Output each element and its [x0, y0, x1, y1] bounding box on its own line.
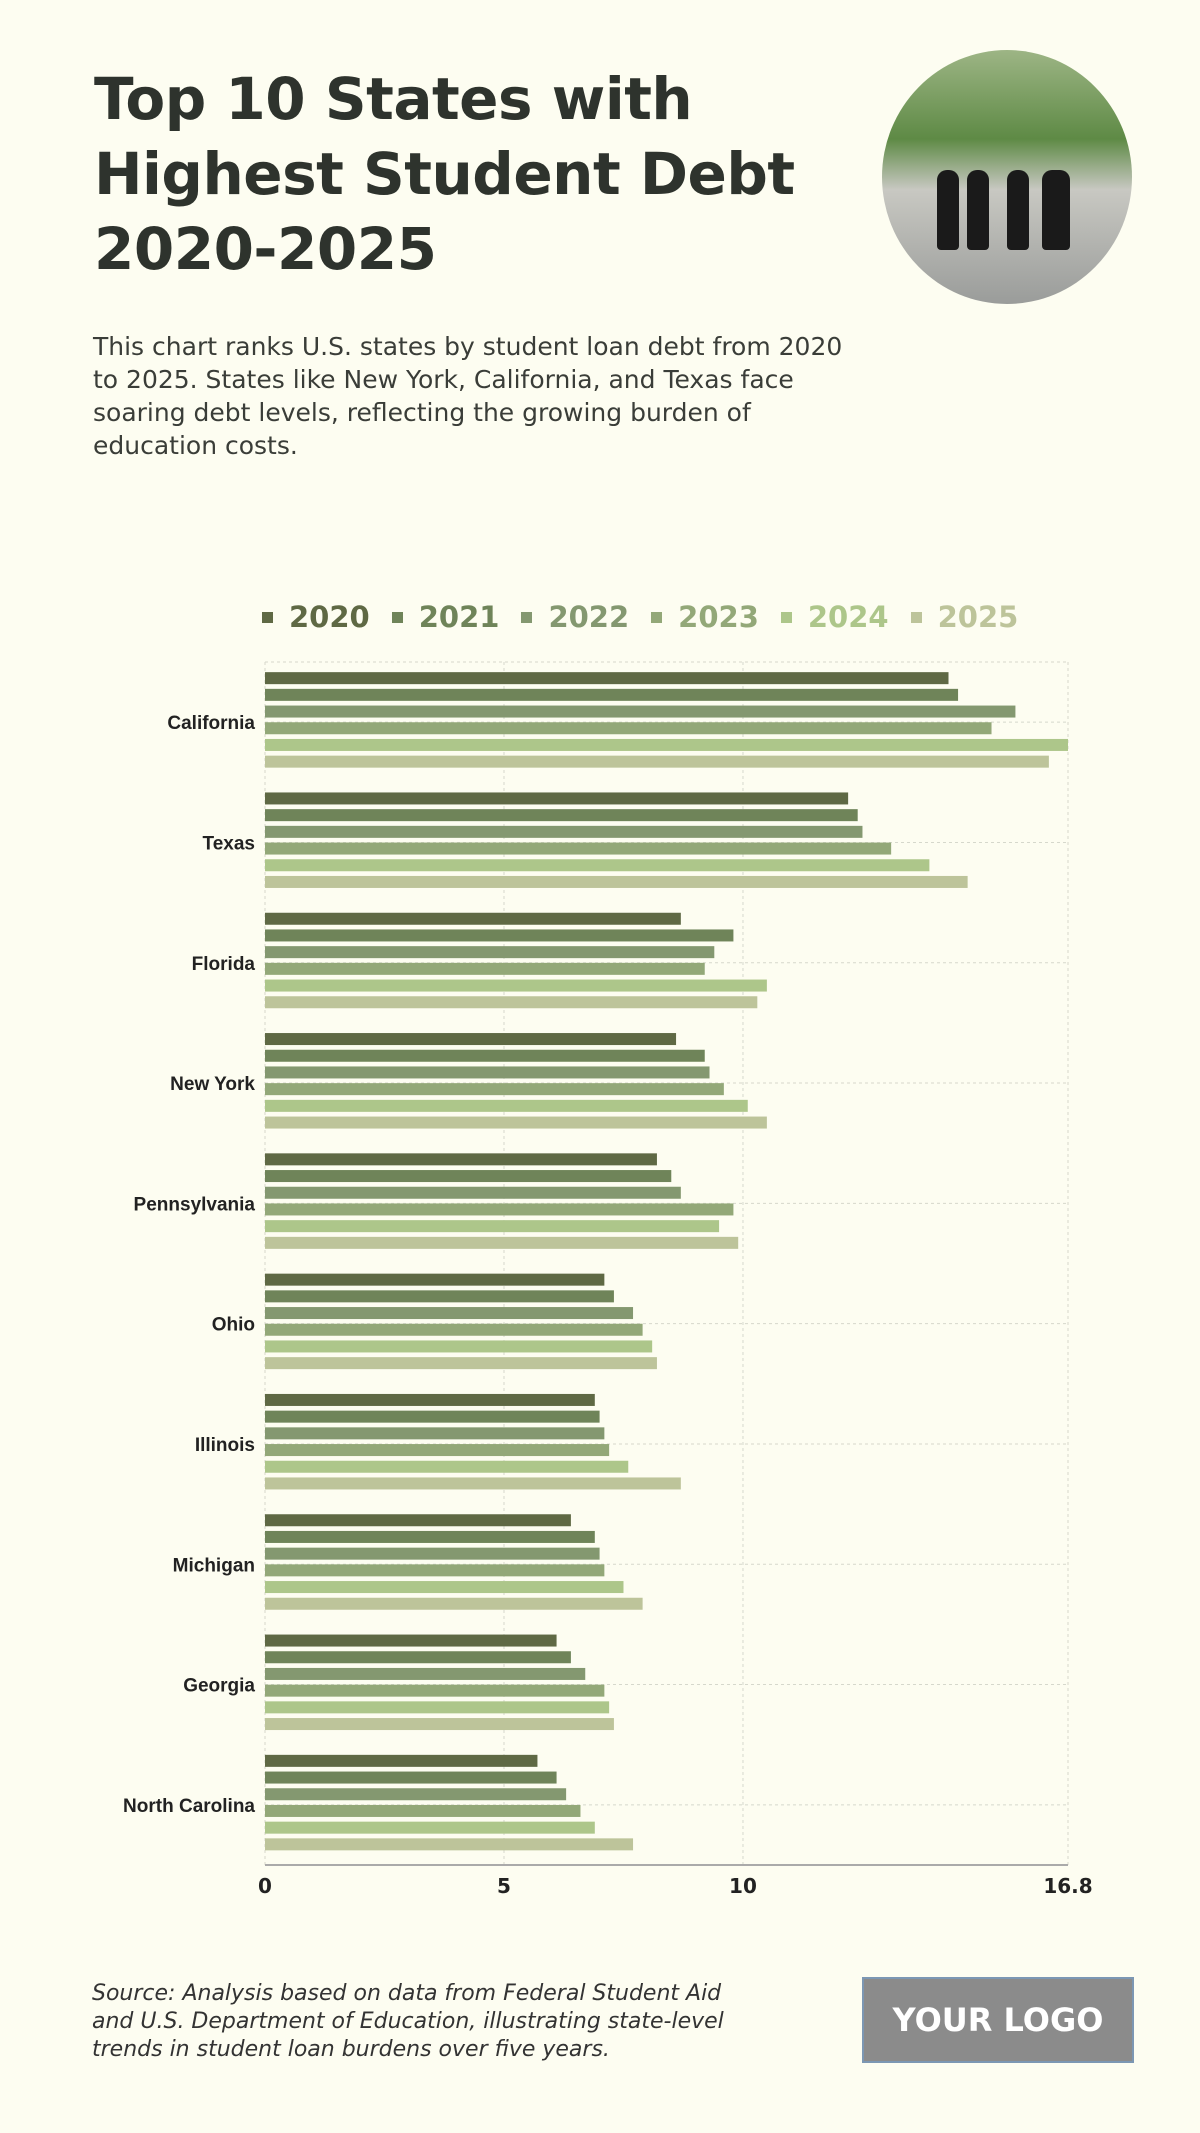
bar-2025-georgia [265, 1718, 614, 1731]
legend-swatch [780, 611, 792, 623]
category-label: Texas [203, 833, 255, 854]
bar-2023-california [265, 722, 992, 735]
legend-item: 2021 [391, 600, 500, 634]
legend-label: 2022 [548, 600, 630, 634]
bar-2020-florida [265, 912, 681, 925]
category-label: New York [170, 1074, 255, 1095]
bar-2024-ohio [265, 1340, 653, 1353]
chart-description: This chart ranks U.S. states by student … [93, 332, 843, 460]
bar-2025-ohio [265, 1357, 657, 1370]
bar-2024-pennsylvania [265, 1220, 720, 1233]
bar-2021-texas [265, 809, 858, 822]
legend-swatch [391, 611, 403, 623]
bar-2020-pennsylvania [265, 1153, 657, 1166]
bar-2025-new-york [265, 1116, 767, 1129]
category-label: California [167, 713, 255, 734]
bar-2024-georgia [265, 1701, 610, 1714]
bar-2023-michigan [265, 1564, 605, 1577]
legend-label: 2020 [289, 600, 370, 634]
bar-2023-north-carolina [265, 1804, 581, 1817]
bar-2021-california [265, 688, 959, 701]
bar-2022-texas [265, 825, 863, 838]
bar-2023-georgia [265, 1684, 605, 1697]
bar-2021-north-carolina [265, 1771, 557, 1784]
bar-2024-illinois [265, 1460, 629, 1473]
bar-2020-texas [265, 792, 849, 805]
legend-label: 2025 [937, 600, 1019, 634]
bar-2024-california [265, 738, 1068, 751]
bar-2021-florida [265, 929, 734, 942]
chart-legend: 2020 2021 2022 2023 2024 2025 [262, 600, 1018, 634]
bar-2023-pennsylvania [265, 1203, 734, 1216]
bar-2025-pennsylvania [265, 1236, 739, 1249]
bar-2025-texas [265, 875, 968, 888]
bar-2022-pennsylvania [265, 1186, 681, 1199]
bar-2020-california [265, 672, 949, 685]
legend-label: 2024 [807, 600, 889, 634]
bar-2021-ohio [265, 1290, 614, 1303]
graduates-photo [882, 50, 1132, 304]
bar-2024-michigan [265, 1581, 624, 1594]
bar-2022-north-carolina [265, 1788, 567, 1801]
bar-2022-new-york [265, 1066, 710, 1079]
bar-2020-ohio [265, 1273, 605, 1286]
bar-2023-ohio [265, 1323, 643, 1336]
bar-2022-florida [265, 946, 715, 959]
bar-2021-pennsylvania [265, 1170, 672, 1183]
legend-swatch [651, 611, 663, 623]
bar-2022-ohio [265, 1307, 634, 1320]
bar-2024-new-york [265, 1099, 748, 1112]
category-label: Georgia [183, 1676, 255, 1697]
category-label: Illinois [195, 1435, 255, 1456]
bar-2025-illinois [265, 1477, 681, 1490]
legend-label: 2021 [418, 600, 500, 634]
source-note: Source: Analysis based on data from Fede… [92, 1981, 724, 2062]
bar-2020-illinois [265, 1393, 595, 1406]
legend-item: 2024 [780, 600, 889, 634]
x-tick-label: 16.8 [1043, 1874, 1092, 1898]
bar-2025-north-carolina [265, 1838, 634, 1851]
bar-2023-new-york [265, 1083, 724, 1096]
legend-swatch [521, 611, 533, 623]
category-label: North Carolina [123, 1796, 255, 1817]
bar-2023-illinois [265, 1444, 610, 1457]
bar-2020-georgia [265, 1634, 557, 1647]
x-tick-label: 5 [497, 1874, 511, 1898]
bar-2022-georgia [265, 1667, 586, 1680]
category-label: Florida [192, 954, 256, 975]
bar-2020-michigan [265, 1514, 571, 1527]
legend-swatch [910, 611, 922, 623]
x-tick-label: 10 [729, 1874, 757, 1898]
bar-2024-florida [265, 979, 767, 992]
bar-2021-new-york [265, 1049, 705, 1062]
legend-item: 2022 [521, 600, 629, 634]
bar-2023-florida [265, 962, 705, 975]
legend-item: 2023 [651, 600, 759, 634]
category-label: Michigan [173, 1555, 255, 1576]
bar-2021-georgia [265, 1651, 571, 1664]
bar-2025-florida [265, 996, 758, 1009]
bar-2025-michigan [265, 1597, 643, 1610]
page-title: Top 10 States with Highest Student Debt … [94, 65, 795, 283]
bar-2020-new-york [265, 1033, 677, 1046]
bar-2022-illinois [265, 1427, 605, 1440]
legend-swatch [262, 611, 273, 623]
legend-label: 2023 [678, 600, 759, 634]
bar-2025-california [265, 755, 1049, 768]
bar-2021-illinois [265, 1410, 600, 1423]
category-label: Ohio [212, 1315, 255, 1336]
bar-2024-north-carolina [265, 1821, 595, 1834]
bar-2020-north-carolina [265, 1754, 538, 1767]
x-tick-label: 0 [258, 1874, 272, 1898]
bar-2021-michigan [265, 1530, 595, 1543]
legend-item: 2025 [910, 600, 1019, 634]
bar-2023-texas [265, 842, 892, 855]
legend-item: 2020 [262, 600, 370, 634]
bar-2022-michigan [265, 1547, 600, 1560]
bar-2024-texas [265, 859, 930, 872]
bar-2022-california [265, 705, 1016, 718]
logo-placeholder: YOUR LOGO [862, 1977, 1134, 2063]
category-label: Pennsylvania [134, 1194, 256, 1215]
